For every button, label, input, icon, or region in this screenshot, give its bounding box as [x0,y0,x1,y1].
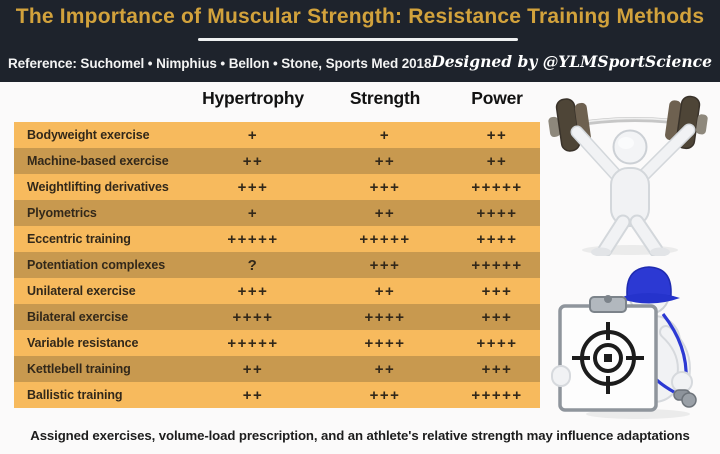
whistle-icon [673,389,697,408]
row-label: Machine-based exercise [27,154,169,168]
cell-hypertrophy: ++ [242,152,264,170]
column-header-hypertrophy: Hypertrophy [202,88,304,108]
cell-strength: +++ [369,178,401,196]
row-label: Ballistic training [27,388,123,402]
table-column-headers: Hypertrophy Strength Power [14,88,540,109]
table-row: Weightlifting derivatives +++ +++ +++++ [14,174,540,200]
cell-strength: ++ [374,152,396,170]
cell-power: +++++ [471,256,523,274]
cell-strength: ++ [374,360,396,378]
cell-power: +++ [481,308,513,326]
table-row: Potentiation complexes ? +++ +++++ [14,252,540,278]
row-label: Plyometrics [27,206,97,220]
table-row: Bodyweight exercise + + ++ [14,122,540,148]
table-row: Bilateral exercise ++++ ++++ +++ [14,304,540,330]
weightlifter-figure [570,123,696,256]
cap-icon [618,266,680,304]
cell-power: ++++ [476,204,518,222]
cell-power: ++ [486,152,508,170]
cell-hypertrophy: + [247,126,259,144]
row-label: Variable resistance [27,336,139,350]
cell-hypertrophy: +++ [237,178,269,196]
column-spacer [14,88,190,109]
cell-power: ++++ [476,334,518,352]
cell-hypertrophy: ++++ [232,308,274,326]
cell-strength: ++++ [364,334,406,352]
coach-illustration [551,266,697,419]
title-divider [198,38,518,41]
right-hand [671,371,693,393]
weightlifter-illustration [548,95,708,256]
clipboard-icon [551,295,658,412]
cell-power: +++++ [471,178,523,196]
table-row: Eccentric training +++++ +++++ ++++ [14,226,540,252]
row-label: Kettlebell training [27,362,131,376]
row-label: Unilateral exercise [27,284,136,298]
cell-strength: ++ [374,204,396,222]
cell-hypertrophy: ++ [242,360,264,378]
row-label: Potentiation complexes [27,258,166,272]
reference-text: Reference: Suchomel • Nimphius • Bellon … [8,56,432,71]
row-label: Weightlifting derivatives [27,180,169,194]
table-row: Ballistic training ++ +++ +++++ [14,382,540,408]
table-row: Variable resistance +++++ ++++ ++++ [14,330,540,356]
page-title: The Importance of Muscular Strength: Res… [15,5,705,28]
column-header-strength: Strength [349,88,421,108]
header-band: The Importance of Muscular Strength: Res… [0,0,720,82]
left-hand [551,365,571,387]
column-header-power: Power [471,88,523,108]
cell-power: +++ [481,360,513,378]
cell-hypertrophy: +++++ [227,334,279,352]
cell-strength: +++++ [359,230,411,248]
cell-strength: +++ [369,386,401,404]
table-row: Kettlebell training ++ ++ +++ [14,356,540,382]
cell-power: ++++ [476,230,518,248]
row-label: Bilateral exercise [27,310,129,324]
cell-power: +++ [481,282,513,300]
cell-strength: +++ [369,256,401,274]
cell-strength: + [379,126,391,144]
methods-table: Bodyweight exercise + + ++ Machine-based… [14,122,540,408]
cell-hypertrophy: + [247,204,259,222]
cell-hypertrophy: ? [247,256,259,274]
credit-text: Designed by @YLMSportScience [431,52,712,71]
row-label: Bodyweight exercise [27,128,150,142]
cell-power: ++ [486,126,508,144]
table-row: Unilateral exercise +++ ++ +++ [14,278,540,304]
table-row: Plyometrics + ++ ++++ [14,200,540,226]
cell-hypertrophy: +++ [237,282,269,300]
table-row: Machine-based exercise ++ ++ ++ [14,148,540,174]
footer-note: Assigned exercises, volume-load prescrip… [30,428,690,443]
cell-hypertrophy: ++ [242,386,264,404]
cell-strength: ++++ [364,308,406,326]
target-icon [572,322,644,394]
cell-hypertrophy: +++++ [227,230,279,248]
row-label: Eccentric training [27,232,131,246]
cell-strength: ++ [374,282,396,300]
cell-power: +++++ [471,386,523,404]
